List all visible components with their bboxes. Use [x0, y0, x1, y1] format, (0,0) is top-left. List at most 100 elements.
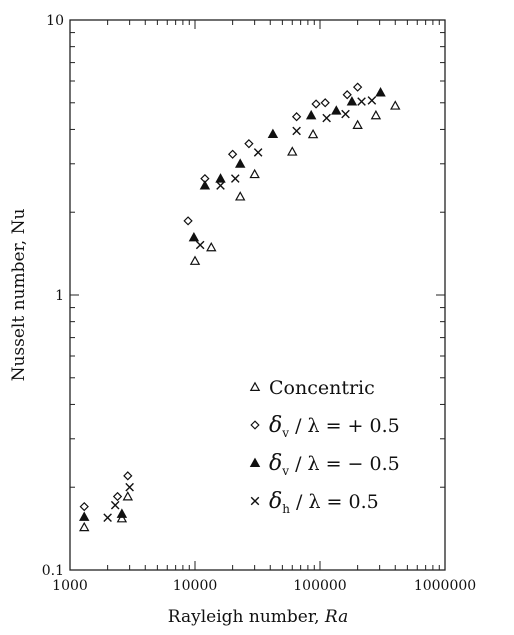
- data-point: [291, 112, 302, 122]
- data-point: [123, 471, 133, 481]
- data-point: [305, 109, 317, 120]
- cross-stroke: [195, 240, 205, 250]
- data-point: [390, 100, 401, 110]
- legend-subscript: v: [281, 426, 289, 440]
- data-point: [249, 168, 260, 179]
- legend-symbol: δ: [269, 489, 282, 514]
- data-point: [234, 191, 246, 201]
- legend-entry: Concentric: [249, 377, 375, 399]
- cross-stroke: [103, 513, 112, 522]
- data-point: [357, 97, 366, 106]
- data-point: [79, 501, 89, 512]
- cross-stroke: [253, 148, 263, 157]
- data-point: [322, 113, 331, 123]
- legend-entry: δh / λ = 0.5: [250, 489, 379, 516]
- legend-label: Concentric: [269, 377, 375, 399]
- cross-stroke: [341, 109, 350, 119]
- data-point: [206, 241, 217, 252]
- cross-stroke: [367, 96, 377, 105]
- data-point: [103, 513, 112, 522]
- cross-stroke: [250, 496, 260, 506]
- cross-marker: [250, 496, 260, 506]
- legend-entry: δv / λ = + 0.5: [250, 413, 400, 440]
- data-point: [215, 173, 226, 183]
- x-tick-label: 100000: [293, 578, 346, 594]
- data-point: [234, 158, 246, 168]
- x-axis-label: Rayleigh number, Ra: [168, 607, 348, 627]
- legend-label: δv / λ = − 0.5: [269, 451, 400, 478]
- cross-stroke: [216, 181, 225, 190]
- data-point: [112, 491, 123, 502]
- legend-label: δh / λ = 0.5: [269, 489, 379, 516]
- data-point: [244, 139, 254, 149]
- x-tick-label: 10000: [173, 578, 218, 594]
- axis-ticks: [69, 20, 445, 571]
- x-tick-label: 1000000: [414, 578, 476, 594]
- plot-border: [69, 19, 446, 571]
- data-point: [341, 109, 350, 119]
- y-tick-label: 10: [46, 13, 64, 29]
- data-point: [253, 148, 263, 157]
- data-point: [311, 99, 321, 109]
- cross-stroke: [230, 174, 240, 183]
- data-point: [199, 180, 211, 190]
- data-point: [342, 90, 352, 100]
- legend-text-rest: / λ = + 0.5: [289, 415, 400, 437]
- series-4: [103, 96, 377, 522]
- legend-symbol: δ: [269, 413, 282, 438]
- data-point: [79, 521, 90, 532]
- data-point: [189, 255, 201, 265]
- data-point: [352, 119, 363, 129]
- data-point: [216, 181, 225, 190]
- series-2: [79, 82, 363, 512]
- series-1: [79, 100, 401, 532]
- data-point: [307, 128, 319, 139]
- data-point: [267, 128, 279, 138]
- data-point: [183, 216, 193, 226]
- filled-triangle-marker: [249, 457, 261, 467]
- data-point: [320, 98, 330, 108]
- data-point: [116, 508, 128, 518]
- y-axis-label: Nusselt number, Nu: [9, 209, 29, 382]
- legend-text-rest: / λ = − 0.5: [289, 453, 400, 475]
- data-point: [352, 82, 363, 92]
- x-tick-label: 1000: [52, 578, 88, 594]
- cross-stroke: [357, 97, 366, 106]
- open-diamond-marker: [250, 420, 260, 430]
- data-point: [125, 482, 134, 492]
- data-point: [367, 96, 377, 105]
- cross-stroke: [125, 482, 134, 492]
- data-point: [110, 500, 120, 510]
- legend-entry: δv / λ = − 0.5: [249, 451, 400, 478]
- data-point: [331, 105, 342, 115]
- series-3: [79, 87, 386, 521]
- data-point: [122, 491, 134, 501]
- data-point: [195, 240, 205, 250]
- cross-stroke: [110, 500, 120, 510]
- x-axis-label-variable: Ra: [324, 607, 348, 627]
- data-point: [79, 511, 90, 521]
- cross-stroke: [292, 126, 301, 136]
- y-tick-label: 0.1: [42, 563, 64, 579]
- data-point: [230, 174, 240, 183]
- data-point: [375, 87, 386, 97]
- tick-labels: 1000 10000 100000 1000000 0.1 1 10: [42, 13, 476, 594]
- data-point: [227, 149, 238, 159]
- data-point: [188, 231, 200, 242]
- legend-subscript: h: [282, 502, 290, 516]
- data-point: [370, 109, 382, 120]
- data-point: [292, 126, 301, 136]
- data-points: [79, 82, 401, 532]
- data-point: [287, 146, 298, 156]
- open-triangle-marker: [249, 381, 261, 391]
- legend-text-rest: / λ = 0.5: [290, 491, 379, 513]
- cross-stroke: [322, 113, 331, 123]
- y-tick-label: 1: [55, 288, 64, 304]
- data-point: [116, 512, 128, 523]
- legend-subscript: v: [281, 464, 289, 478]
- plot-frame: [69, 19, 446, 571]
- legend-symbol: δ: [269, 451, 282, 476]
- legend-label: δv / λ = + 0.5: [269, 413, 400, 440]
